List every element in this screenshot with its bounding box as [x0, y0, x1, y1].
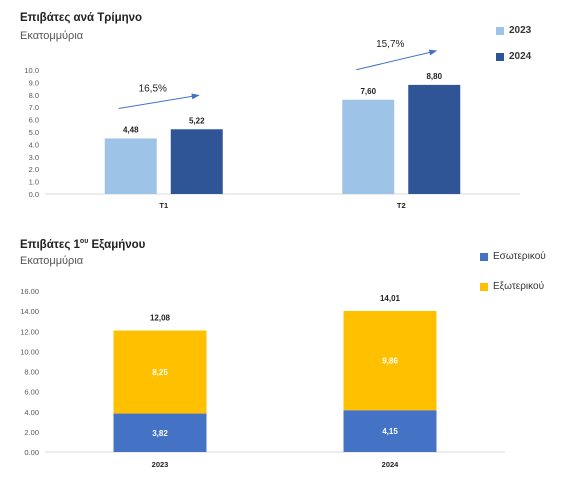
y-tick-label: 2.0	[29, 165, 39, 174]
growth-label: 15,7%	[376, 39, 404, 50]
legend-swatch-international	[480, 282, 488, 291]
chart1: 0.0 1.0 2.0 3.0 4.0 5.0 6.0 7.0 8.0 9.0 10.0 4,48 5,…	[24, 39, 520, 210]
y-tick-label: 5.0	[29, 128, 39, 137]
chart1-title: Επιβάτες ανά Τρίμηνο	[20, 12, 143, 24]
legend-label-international: Εξωτερικού	[493, 281, 545, 292]
chart2: 0.00 2.00 4.00 6.00 8.00 10.00 12.00 14.00 16.00…	[20, 287, 505, 469]
y-tick-label: 4.00	[24, 408, 39, 417]
total-label: 14,01	[380, 294, 401, 303]
chart2-subtitle: Εκατομμύρια	[20, 255, 84, 267]
y-tick-label: 0.0	[29, 190, 39, 199]
chart2-legend-international: Εξωτερικού	[480, 281, 544, 292]
y-tick-label: 1.0	[29, 178, 39, 187]
y-tick-label: 16.00	[20, 287, 39, 296]
x-tick-label: 2023	[152, 460, 169, 469]
chart2-legend-domestic: Εσωτερικού	[480, 251, 546, 262]
chart1-subtitle: Εκατομμύρια	[20, 30, 84, 42]
total-label: 12,08	[150, 313, 171, 322]
stack-0-2024	[343, 410, 437, 452]
y-tick-label: 4.0	[29, 140, 39, 149]
data-label: 7,60	[360, 87, 376, 96]
y-tick-label: 6.0	[29, 116, 39, 125]
growth-label: 16,5%	[139, 83, 167, 94]
x-tick-label: T1	[159, 201, 168, 210]
legend-label-2023: 2023	[509, 25, 532, 36]
legend-swatch-2024	[496, 52, 504, 61]
stack-0-2023	[113, 413, 207, 452]
stack-1-2023	[113, 330, 207, 414]
y-tick-label: 14.00	[20, 307, 39, 316]
y-tick-label: 7.0	[29, 103, 39, 112]
legend-swatch-2023	[496, 26, 504, 35]
stack-1-2024	[343, 311, 437, 411]
segment-label: 8,25	[152, 368, 168, 377]
segment-label: 4,15	[382, 427, 398, 436]
y-tick-label: 10.0	[24, 66, 39, 75]
data-label: 4,48	[123, 125, 139, 134]
chart2-title-rest: Εξαμήνου	[88, 238, 146, 251]
y-tick-label: 6.00	[24, 388, 39, 397]
y-tick-label: 8.0	[29, 91, 39, 100]
legend-label-2024: 2024	[509, 51, 532, 62]
chart2-title-main: Επιβάτες 1	[20, 238, 80, 251]
y-tick-label: 2.00	[24, 428, 39, 437]
chart2-title: Επιβάτες 1ου Εξαμήνου	[20, 238, 145, 251]
growth-arrow	[356, 49, 438, 71]
x-tick-label: T2	[397, 201, 406, 210]
y-tick-label: 12.00	[20, 327, 39, 336]
data-label: 5,22	[189, 116, 205, 125]
segment-label: 3,82	[152, 429, 168, 438]
chart2-title-sup: ου	[79, 238, 89, 245]
y-tick-label: 9.0	[29, 78, 39, 87]
bar-2024-T2	[408, 84, 461, 194]
data-label: 8,80	[426, 72, 442, 81]
chart1-legend-2023: 2023	[496, 25, 531, 36]
chart1-legend-2024: 2024	[496, 51, 531, 62]
bar-2024-T1	[170, 129, 223, 194]
bar-2023-T1	[104, 138, 157, 194]
segment-label: 9,86	[382, 357, 398, 366]
y-tick-label: 8.00	[24, 368, 39, 377]
growth-arrow	[118, 93, 200, 109]
y-tick-label: 3.0	[29, 153, 39, 162]
y-tick-label: 0.00	[24, 448, 39, 457]
y-tick-label: 10.00	[20, 347, 39, 356]
legend-label-domestic: Εσωτερικού	[493, 251, 546, 262]
bar-2023-T2	[342, 99, 395, 194]
legend-swatch-domestic	[480, 252, 488, 261]
x-tick-label: 2024	[382, 460, 400, 469]
